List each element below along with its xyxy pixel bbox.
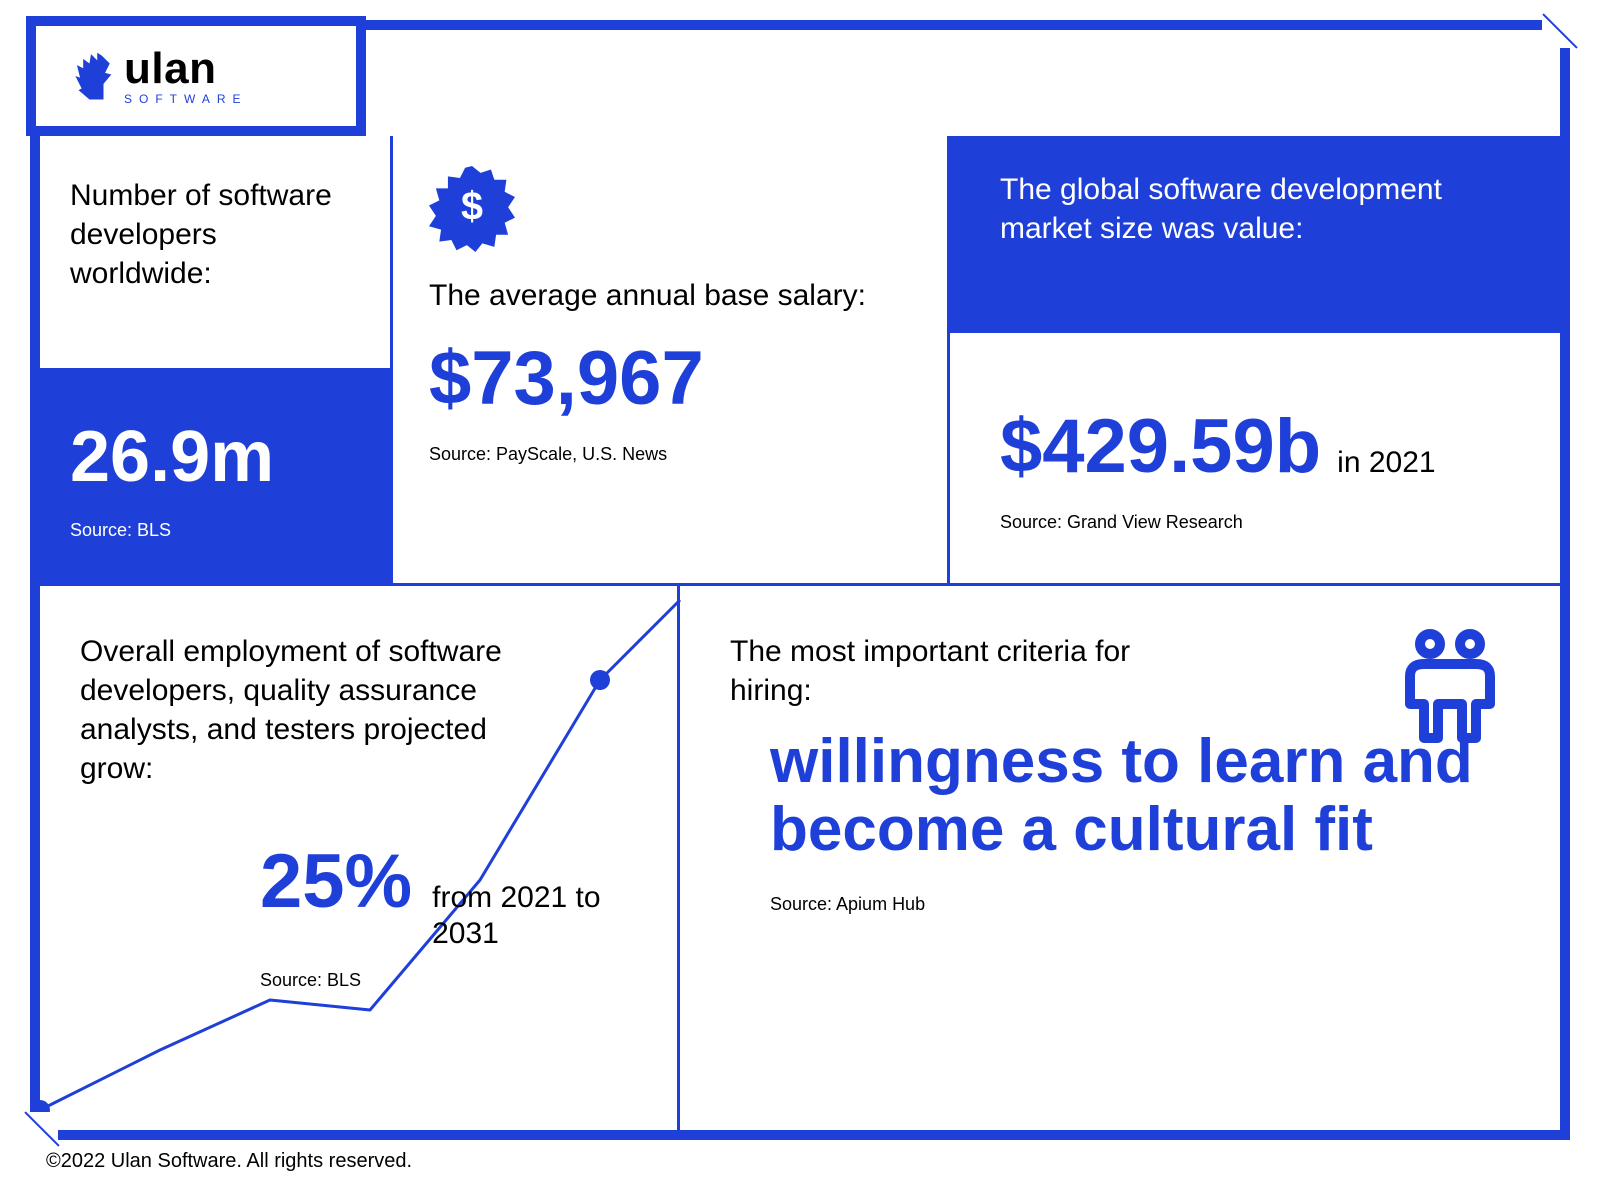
criteria-label: The most important criteria for hiring: (730, 632, 1150, 710)
market-label: The global software development market s… (1000, 170, 1510, 248)
logo-text: ulan SOFTWARE (124, 47, 248, 105)
growth-label: Overall employment of software developer… (80, 632, 560, 788)
developers-value: 26.9m (70, 416, 360, 498)
growth-source: Source: BLS (260, 970, 637, 991)
market-value: $429.59b (1000, 403, 1321, 490)
row-top: Number of software developers worldwide:… (40, 136, 1560, 586)
developers-label: Number of software developers worldwide: (70, 176, 360, 293)
panel-salary: $ The average annual base salary: $73,96… (390, 136, 950, 583)
infographic-frame: ulan SOFTWARE Number of software develop… (30, 20, 1570, 1140)
criteria-source: Source: Apium Hub (770, 894, 1510, 915)
logo-subtitle: SOFTWARE (124, 93, 248, 105)
panel-market: The global software development market s… (950, 136, 1560, 583)
growth-value: 25% (260, 838, 412, 925)
dollar-badge-icon: $ (429, 166, 515, 252)
copyright: ©2022 Ulan Software. All rights reserved… (30, 1150, 1584, 1173)
content-area: Number of software developers worldwide:… (40, 136, 1560, 1130)
logo-brand: ulan (124, 47, 248, 91)
logo-box: ulan SOFTWARE (26, 16, 366, 136)
row-bottom: Overall employment of software developer… (40, 586, 1560, 1130)
criteria-headline: willingness to learn and become a cultur… (770, 728, 1510, 864)
panel-developers: Number of software developers worldwide:… (40, 136, 390, 583)
corner-notch-bl (24, 1112, 58, 1146)
salary-value: $73,967 (429, 335, 911, 422)
people-icon (1390, 626, 1510, 746)
salary-label: The average annual base salary: (429, 276, 911, 315)
growth-range: from 2021 to 2031 (432, 880, 637, 952)
unicorn-icon (66, 51, 116, 101)
salary-source: Source: PayScale, U.S. News (429, 444, 911, 465)
corner-notch-tr (1542, 14, 1576, 48)
svg-text:$: $ (461, 184, 483, 228)
developers-source: Source: BLS (70, 520, 360, 541)
market-source: Source: Grand View Research (1000, 512, 1510, 533)
market-year: in 2021 (1337, 446, 1435, 480)
panel-criteria: The most important criteria for hiring: … (680, 586, 1560, 1130)
panel-growth: Overall employment of software developer… (40, 586, 680, 1130)
